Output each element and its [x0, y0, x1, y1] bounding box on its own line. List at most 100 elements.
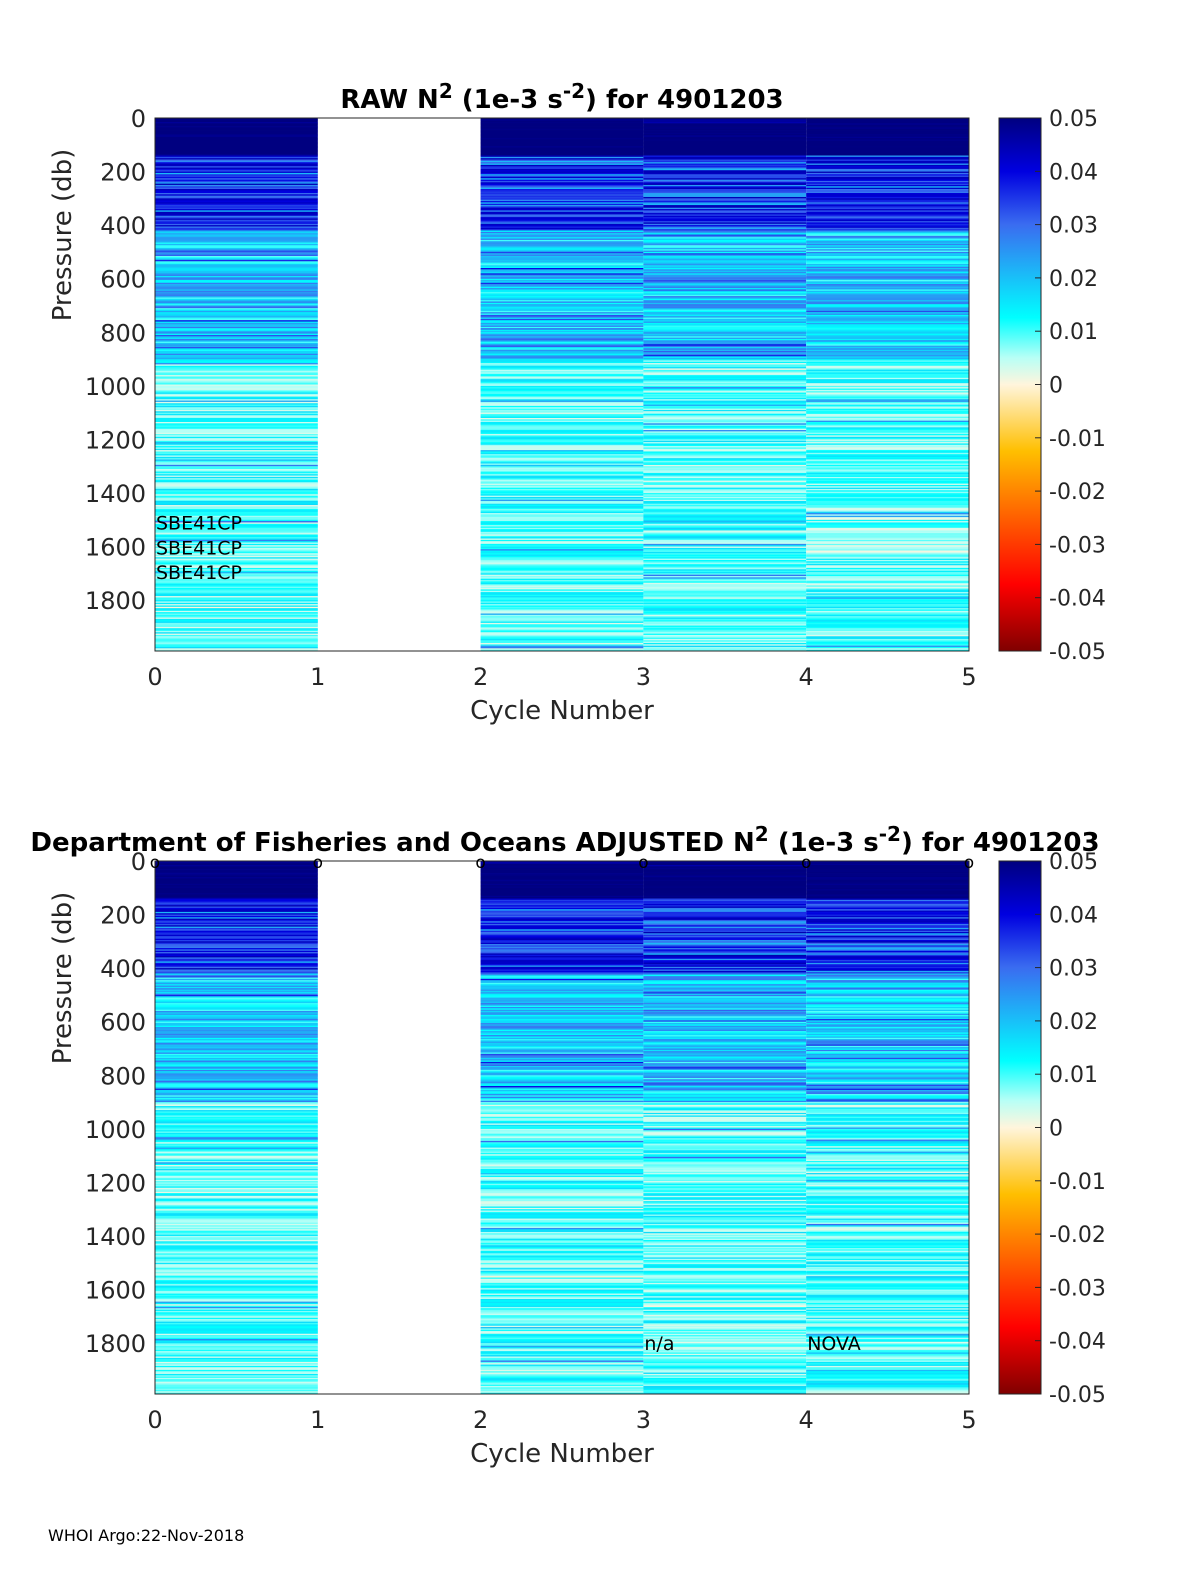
heatmap-cell [480, 522, 644, 525]
heatmap-cell [806, 507, 969, 510]
heatmap-cell [155, 195, 318, 198]
heatmap-cell [480, 1284, 644, 1286]
heatmap-cell [643, 1099, 807, 1102]
heatmap-cell [806, 178, 969, 180]
heatmap-cell [643, 318, 807, 321]
heatmap-cell [155, 1028, 318, 1031]
heatmap-cell [643, 180, 807, 183]
heatmap-cell [480, 940, 644, 942]
heatmap-cell [155, 359, 318, 361]
heatmap-cell [155, 179, 318, 182]
heatmap-cell [643, 1213, 807, 1215]
heatmap-cell [643, 1256, 807, 1258]
heatmap-cell [806, 150, 969, 152]
heatmap-cell [155, 1045, 318, 1048]
heatmap-cell [480, 118, 644, 120]
heatmap-cell [155, 1373, 318, 1376]
heatmap-cell [155, 341, 318, 344]
heatmap-cell [155, 255, 318, 258]
heatmap-cell [806, 1092, 969, 1095]
heatmap-cell [643, 526, 807, 529]
heatmap-cell [155, 1076, 318, 1079]
heatmap-cell [643, 1079, 807, 1082]
heatmap-cell [643, 927, 807, 930]
heatmap-cell [480, 1092, 644, 1095]
heatmap-cell [806, 333, 969, 336]
heatmap-cell [155, 574, 318, 577]
heatmap-cell [480, 1130, 644, 1132]
heatmap-cell [643, 507, 807, 510]
heatmap-cell [155, 207, 318, 210]
heatmap-cell [806, 1037, 969, 1040]
heatmap-cell [480, 1336, 644, 1339]
heatmap-cell [480, 521, 644, 523]
heatmap-cell [806, 241, 969, 243]
heatmap-cell [806, 1230, 969, 1233]
heatmap-cell [480, 1010, 644, 1013]
heatmap-cell [480, 245, 644, 247]
heatmap-cell [155, 1343, 318, 1345]
heatmap-cell [643, 172, 807, 175]
heatmap-cell [155, 391, 318, 393]
heatmap-cell [480, 265, 644, 268]
heatmap-cell [155, 977, 318, 980]
heatmap-cell [643, 338, 807, 341]
heatmap-cell [155, 1067, 318, 1069]
heatmap-cell [480, 1015, 644, 1017]
heatmap-cell [806, 1004, 969, 1007]
heatmap-cell [643, 1289, 807, 1292]
heatmap-cell [155, 648, 318, 651]
colorbar-tick-label: -0.01 [1049, 1170, 1106, 1195]
heatmap-cell [806, 203, 969, 206]
heatmap-cell [480, 1373, 644, 1376]
heatmap-cell [480, 285, 644, 288]
heatmap-cell [643, 1282, 807, 1285]
heatmap-cell [155, 957, 318, 960]
heatmap-cell [480, 235, 644, 238]
heatmap-cell [806, 1384, 969, 1387]
heatmap-cell [155, 328, 318, 330]
heatmap-cell [806, 1389, 969, 1392]
heatmap-cell [643, 589, 807, 592]
heatmap-cell [806, 1047, 969, 1049]
heatmap-cell [643, 577, 807, 580]
heatmap-cell [643, 1384, 807, 1387]
heatmap-cell [480, 1223, 644, 1226]
heatmap-cell [480, 415, 644, 418]
heatmap-cell [643, 436, 807, 439]
heatmap-cell [480, 309, 644, 312]
heatmap-cell [806, 929, 969, 932]
heatmap-cell [480, 1091, 644, 1094]
heatmap-cell [155, 280, 318, 282]
heatmap-cell [643, 1065, 807, 1068]
heatmap-cell [643, 320, 807, 322]
heatmap-cell [480, 148, 644, 151]
y-tick-label: 1400 [85, 480, 146, 508]
heatmap-cell [480, 475, 644, 478]
heatmap-cell [155, 1024, 318, 1027]
heatmap-cell [806, 891, 969, 894]
heatmap-cell [155, 563, 318, 566]
heatmap-cell [155, 628, 318, 630]
heatmap-cell [480, 1246, 644, 1249]
heatmap-cell [806, 1290, 969, 1293]
heatmap-cell [806, 580, 969, 582]
heatmap-cell [806, 423, 969, 426]
heatmap-cell [480, 1122, 644, 1124]
heatmap-cell [155, 1314, 318, 1317]
heatmap-cell [155, 638, 318, 641]
heatmap-cell [480, 286, 644, 289]
heatmap-cell [480, 1152, 644, 1155]
heatmap-cell [806, 1244, 969, 1246]
heatmap-cell [480, 625, 644, 628]
heatmap-cell [480, 1252, 644, 1254]
heatmap-cell [806, 321, 969, 324]
heatmap-cell [643, 274, 807, 277]
heatmap-cell [806, 610, 969, 613]
heatmap-cell [155, 965, 318, 968]
heatmap-cell [806, 1107, 969, 1110]
heatmap-cell [643, 373, 807, 376]
heatmap-cell [806, 278, 969, 281]
heatmap-cell [643, 949, 807, 952]
heatmap-cell [155, 227, 318, 230]
